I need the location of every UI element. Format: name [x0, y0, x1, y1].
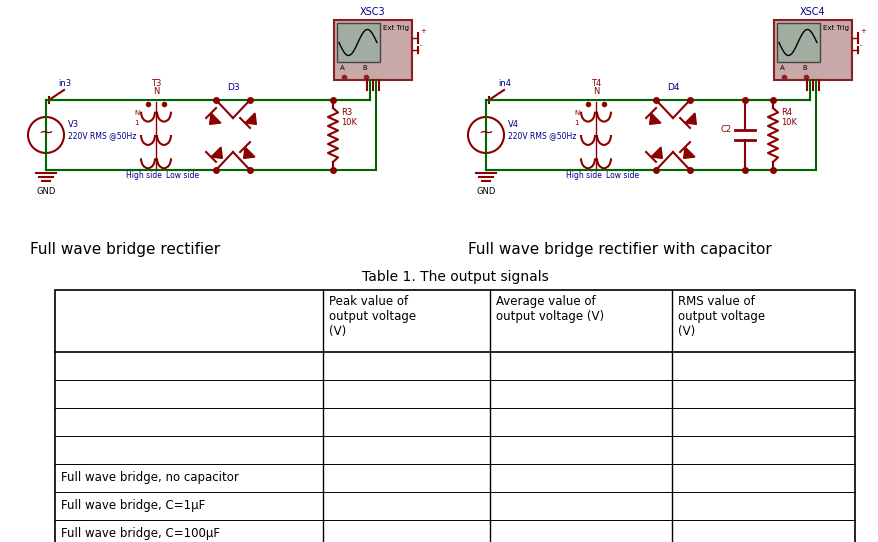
Text: +: +	[420, 28, 425, 34]
FancyBboxPatch shape	[774, 20, 851, 80]
Text: GND: GND	[36, 187, 55, 196]
Text: XSC4: XSC4	[799, 7, 824, 17]
Text: Low side: Low side	[166, 171, 199, 180]
Text: N: N	[573, 110, 579, 116]
Text: Full wave bridge, C=1μF: Full wave bridge, C=1μF	[61, 500, 205, 513]
Text: 1: 1	[133, 120, 139, 126]
Bar	[55, 290, 854, 542]
FancyBboxPatch shape	[776, 23, 819, 62]
Polygon shape	[245, 113, 256, 124]
Polygon shape	[209, 113, 220, 124]
Text: B: B	[801, 65, 806, 71]
Polygon shape	[684, 113, 695, 124]
FancyBboxPatch shape	[334, 20, 412, 80]
Polygon shape	[683, 147, 694, 158]
Text: V4: V4	[507, 120, 518, 129]
Text: Full wave bridge, C=100μF: Full wave bridge, C=100μF	[61, 527, 220, 540]
Text: T4: T4	[590, 79, 601, 88]
Polygon shape	[243, 147, 255, 158]
Text: C2: C2	[720, 125, 731, 134]
Text: Table 1. The output signals: Table 1. The output signals	[361, 270, 548, 284]
Text: Peak value of
output voltage
(V): Peak value of output voltage (V)	[328, 295, 415, 338]
Text: N: N	[592, 87, 599, 96]
Text: RMS value of
output voltage
(V): RMS value of output voltage (V)	[677, 295, 764, 338]
Text: Low side: Low side	[605, 171, 638, 180]
Polygon shape	[651, 147, 662, 158]
Text: Full wave bridge rectifier: Full wave bridge rectifier	[30, 242, 220, 257]
Text: Full wave bridge, no capacitor: Full wave bridge, no capacitor	[61, 472, 239, 485]
Text: A: A	[779, 65, 784, 71]
Text: V3: V3	[68, 120, 79, 129]
Text: 1: 1	[573, 120, 578, 126]
Text: 220V RMS @50Hz: 220V RMS @50Hz	[507, 131, 576, 140]
Text: ~: ~	[39, 124, 54, 142]
Text: in4: in4	[498, 79, 510, 88]
Text: B: B	[362, 65, 366, 71]
Text: High side: High side	[126, 171, 162, 180]
Text: -: -	[420, 42, 422, 48]
Text: ~: ~	[478, 124, 493, 142]
Text: N: N	[133, 110, 139, 116]
Polygon shape	[649, 113, 660, 124]
Text: +: +	[859, 28, 865, 34]
Text: N: N	[153, 87, 159, 96]
Text: D3: D3	[227, 83, 239, 92]
Text: Ext Trig: Ext Trig	[383, 25, 408, 31]
Text: R3
10K: R3 10K	[341, 108, 356, 127]
Text: T3: T3	[151, 79, 161, 88]
Text: GND: GND	[476, 187, 495, 196]
Text: XSC3: XSC3	[360, 7, 385, 17]
Text: Ext Trig: Ext Trig	[822, 25, 848, 31]
Text: in3: in3	[58, 79, 71, 88]
FancyBboxPatch shape	[336, 23, 379, 62]
Polygon shape	[211, 147, 222, 158]
Text: -: -	[859, 42, 861, 48]
Text: 220V RMS @50Hz: 220V RMS @50Hz	[68, 131, 136, 140]
Text: D4: D4	[666, 83, 679, 92]
Text: R4
10K: R4 10K	[781, 108, 796, 127]
Text: A: A	[340, 65, 344, 71]
Text: High side: High side	[565, 171, 601, 180]
Text: Average value of
output voltage (V): Average value of output voltage (V)	[495, 295, 603, 323]
Text: Full wave bridge rectifier with capacitor: Full wave bridge rectifier with capacito…	[467, 242, 771, 257]
